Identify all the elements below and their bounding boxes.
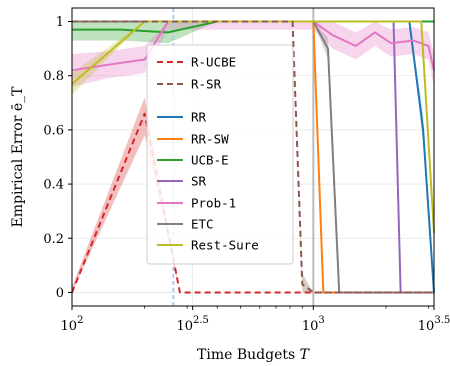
series-prob-1	[71, 20, 435, 72]
legend-label: SR	[191, 174, 207, 189]
legend-label: R-SR	[191, 77, 222, 92]
y-tick-label: 0	[56, 286, 64, 301]
legend-label: ETC	[191, 217, 214, 232]
band-prob-1	[72, 21, 434, 87]
legend-label: Rest-Sure	[191, 238, 259, 253]
x-tick-label: 102	[61, 315, 84, 334]
series-r-ucbe	[71, 112, 434, 294]
y-axis-label: Empirical Error ē_T	[10, 86, 26, 228]
legend-label: UCB-E	[191, 153, 229, 168]
legend-label: RR-SW	[191, 132, 229, 147]
series-r-sr	[72, 20, 434, 294]
plot-frame	[71, 7, 435, 307]
axis-ticks: 0 0.2 0.4 0.6 0.8 1 102 102.5 103 103.5	[43, 15, 450, 334]
x-axis-label: Time Budgets T	[197, 347, 311, 363]
y-tick-label: 1	[56, 15, 64, 30]
band-ucb-e	[72, 21, 434, 44]
confidence-bands	[72, 21, 434, 293]
legend-label: RR	[191, 110, 207, 125]
y-tick-label: 0.2	[43, 232, 64, 247]
y-tick-label: 0.4	[43, 178, 64, 193]
x-tick-label: 103	[302, 315, 325, 334]
y-tick-label: 0.8	[43, 69, 64, 84]
series-lines	[71, 20, 435, 294]
y-tick-label: 0.6	[43, 123, 64, 138]
x-tick-label: 102.5	[176, 315, 208, 334]
legend-box	[146, 44, 294, 265]
x-tick-label: 103.5	[418, 315, 450, 334]
legend-label: R-UCBE	[191, 55, 236, 70]
legend-label: Prob-1	[191, 196, 236, 211]
legend: R-UCBE R-SR RR RR-SW UCB-E SR Prob-1 ETC Rest-Su…	[146, 44, 294, 265]
